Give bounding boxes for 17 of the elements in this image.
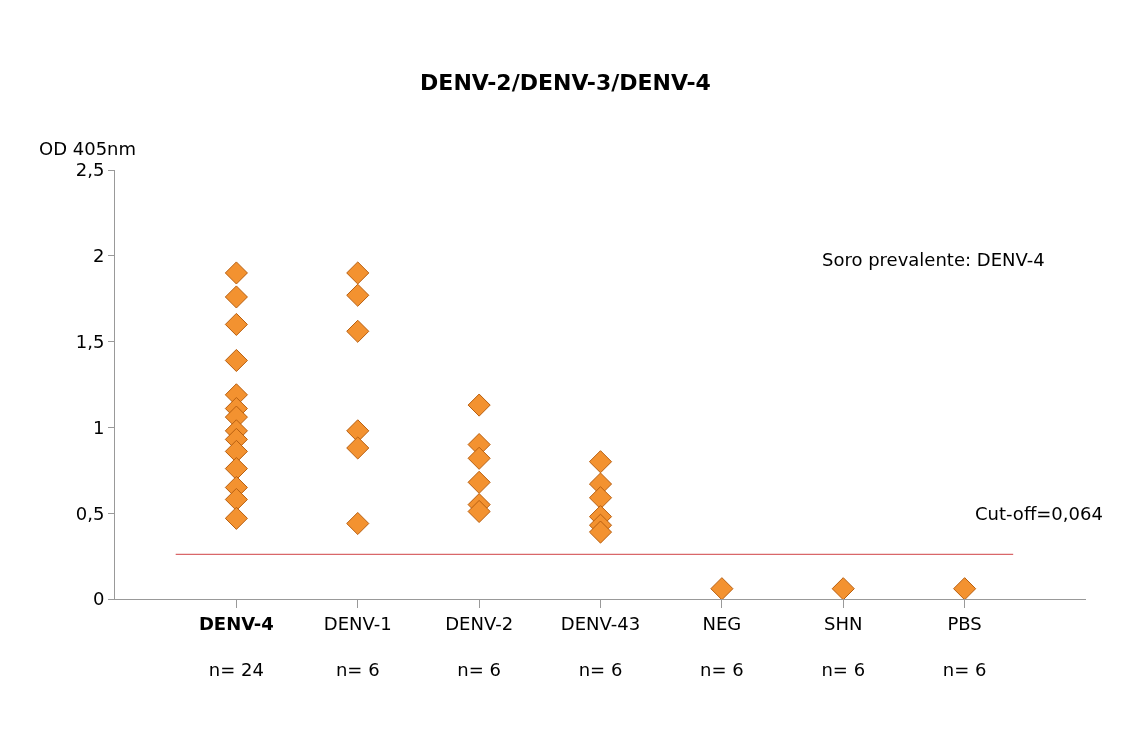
y-axis-title: OD 405nm (39, 138, 137, 159)
chart-title: DENV-2/DENV-3/DENV-4 (420, 70, 711, 96)
category-label: DENV-43 n= 6 (560, 612, 641, 681)
category-label: DENV-2 n= 6 (445, 612, 514, 681)
annotation: Soro prevalente: DENV-4 (822, 249, 1045, 270)
category-label: NEG n= 6 (700, 612, 744, 681)
y-tick-label: 2 (92, 245, 105, 267)
category-label: DENV-1 n= 6 (323, 612, 392, 681)
category-label: SHN n= 6 (821, 612, 866, 681)
y-tick-label: 1 (92, 416, 105, 438)
y-tick-label: 2,5 (75, 159, 105, 181)
category-label: PBS n= 6 (942, 612, 987, 681)
y-tick-label: 1,5 (75, 330, 105, 352)
category-label: DENV-4 n= 24 (198, 612, 274, 681)
y-tick-label: 0,5 (75, 502, 105, 524)
annotation: Cut-off=0,064 (975, 503, 1103, 524)
y-tick-label: 0 (92, 588, 105, 610)
